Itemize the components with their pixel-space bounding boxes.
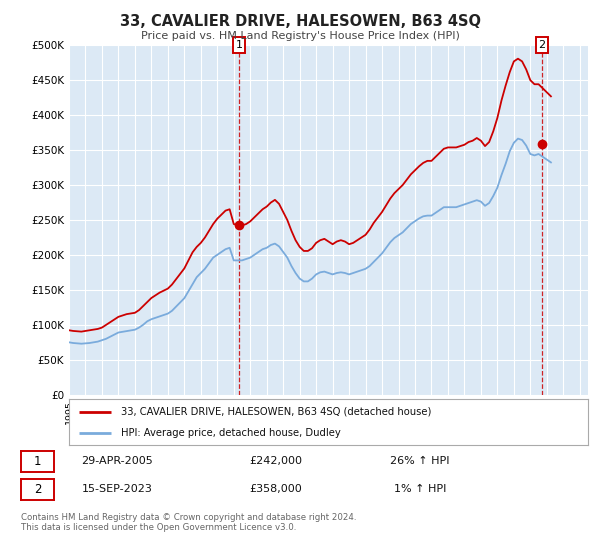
Text: 33, CAVALIER DRIVE, HALESOWEN, B63 4SQ (detached house): 33, CAVALIER DRIVE, HALESOWEN, B63 4SQ (…	[121, 407, 431, 417]
Text: HPI: Average price, detached house, Dudley: HPI: Average price, detached house, Dudl…	[121, 428, 341, 438]
Text: 2: 2	[538, 40, 545, 50]
Text: 1: 1	[236, 40, 242, 50]
Text: Price paid vs. HM Land Registry's House Price Index (HPI): Price paid vs. HM Land Registry's House …	[140, 31, 460, 41]
Text: 26% ↑ HPI: 26% ↑ HPI	[390, 456, 450, 466]
Text: 1% ↑ HPI: 1% ↑ HPI	[394, 484, 446, 494]
Text: 2: 2	[34, 483, 41, 496]
Text: Contains HM Land Registry data © Crown copyright and database right 2024.: Contains HM Land Registry data © Crown c…	[21, 513, 356, 522]
Text: 15-SEP-2023: 15-SEP-2023	[82, 484, 152, 494]
Text: 33, CAVALIER DRIVE, HALESOWEN, B63 4SQ: 33, CAVALIER DRIVE, HALESOWEN, B63 4SQ	[119, 14, 481, 29]
Text: £358,000: £358,000	[250, 484, 302, 494]
Text: £242,000: £242,000	[250, 456, 302, 466]
Text: 1: 1	[34, 455, 41, 468]
Text: 29-APR-2005: 29-APR-2005	[81, 456, 153, 466]
Text: This data is licensed under the Open Government Licence v3.0.: This data is licensed under the Open Gov…	[21, 523, 296, 532]
